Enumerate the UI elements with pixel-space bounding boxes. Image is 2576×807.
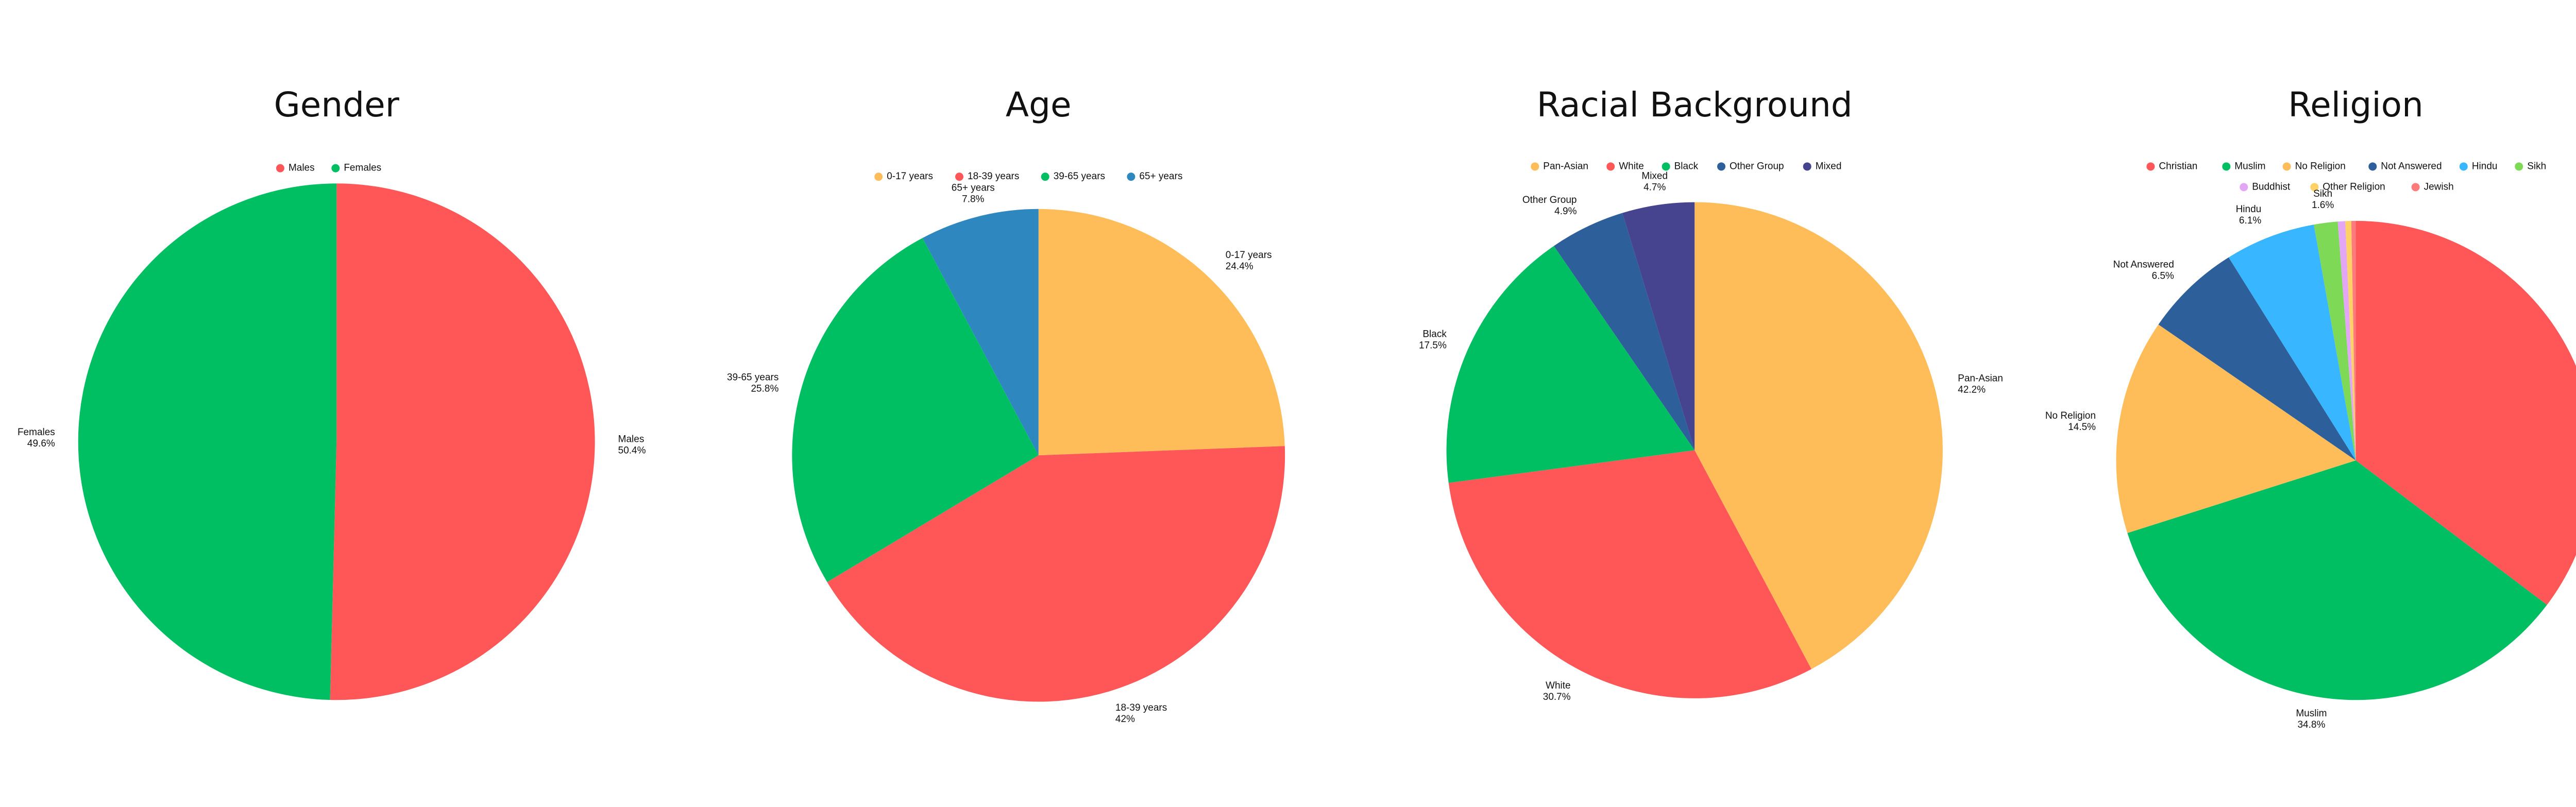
legend-label: Other Group — [1730, 161, 1784, 171]
pie-slice — [330, 183, 595, 700]
slice-value-label: 50.4% — [618, 445, 646, 456]
slice-value-label: 30.7% — [1543, 692, 1571, 702]
slice-label: 18-39 years — [1115, 702, 1167, 713]
legend-label: 65+ years — [1139, 171, 1182, 182]
legend-swatch — [2515, 162, 2523, 171]
slice-label: 0-17 years — [1226, 250, 1272, 261]
legend-label: Males — [289, 163, 315, 174]
slice-value-label: 42% — [1115, 714, 1135, 725]
pie-slice — [2314, 221, 2356, 461]
legend-label: Jewish — [2424, 181, 2454, 192]
slice-label: White — [1546, 680, 1571, 691]
pie-slice — [78, 183, 337, 700]
slice-label: Females — [18, 427, 55, 438]
legend-swatch — [331, 164, 340, 173]
slice-label: Sikh — [2313, 188, 2332, 199]
pie-slice — [2127, 460, 2547, 700]
slice-value-label: 42.2% — [1958, 385, 1986, 396]
legend-swatch — [2459, 162, 2468, 171]
legend-label: White — [1619, 161, 1644, 171]
legend-swatch — [1606, 162, 1615, 171]
legend-label: Buddhist — [2252, 181, 2291, 192]
slice-value-label: 25.8% — [751, 383, 778, 394]
legend-label: No Religion — [2295, 161, 2346, 171]
legend-swatch — [2310, 183, 2319, 192]
slice-label: Not Answered — [2113, 259, 2174, 270]
legend-label: Females — [344, 163, 381, 174]
legend-label: 39-65 years — [1054, 171, 1105, 182]
pie-slice — [922, 209, 1039, 456]
legend-swatch — [2368, 162, 2377, 171]
slice-label: Males — [618, 434, 645, 445]
slice-value-label: 34.8% — [2297, 719, 2325, 730]
chart-title: Racial Background — [1537, 85, 1853, 125]
legend-swatch — [1717, 162, 1726, 171]
slice-value-label: 6.5% — [2152, 270, 2174, 281]
legend-swatch — [2222, 162, 2231, 171]
legend-label: 0-17 years — [887, 171, 933, 182]
legend-swatch — [1041, 173, 1049, 181]
slice-label: Muslim — [2296, 708, 2327, 719]
slice-value-label: 24.4% — [1226, 261, 1253, 272]
legend-swatch — [874, 173, 883, 181]
legend-swatch — [2240, 183, 2248, 192]
slice-label: Black — [1422, 329, 1447, 340]
legend-label: Black — [1674, 161, 1699, 171]
legend-label: Mixed — [1816, 161, 1842, 171]
pie-slice — [1622, 202, 1695, 451]
legend-swatch — [1531, 162, 1539, 171]
legend-swatch — [1662, 162, 1670, 171]
slice-value-label: 17.5% — [1419, 340, 1447, 351]
slice-value-label: 1.6% — [2312, 200, 2334, 211]
pie-slice — [1038, 209, 1285, 456]
chart-title: Age — [1006, 85, 1072, 125]
pie-slice — [2116, 324, 2356, 534]
legend-swatch — [2411, 183, 2420, 192]
legend-label: Sikh — [2527, 161, 2546, 171]
pie-slice — [2228, 225, 2356, 461]
pie-slice — [1448, 450, 1811, 698]
pie-slice — [2158, 257, 2356, 461]
pie-slice — [827, 446, 1285, 702]
legend-swatch — [2146, 162, 2155, 171]
pie-slice — [2345, 220, 2356, 461]
legend-label: Muslim — [2234, 161, 2265, 171]
pie-slice — [1694, 202, 1943, 669]
legend-label: 18-39 years — [968, 171, 1019, 182]
slice-label: 39-65 years — [727, 372, 778, 383]
slice-label: No Religion — [2045, 410, 2096, 421]
legend-label: Other Religion — [2323, 181, 2385, 192]
chart-title: Religion — [2288, 85, 2424, 125]
pie-slice — [1446, 246, 1695, 483]
legend-label: Not Answered — [2381, 161, 2442, 171]
slice-value-label: 49.6% — [27, 438, 55, 449]
legend-swatch — [1803, 162, 1811, 171]
pie-slice — [1553, 213, 1695, 451]
slice-label: 65+ years — [952, 182, 995, 193]
legend-label: Christian — [2159, 161, 2197, 171]
slice-label: Mixed — [1641, 170, 1668, 181]
legend-label: Pan-Asian — [1543, 161, 1588, 171]
legend-swatch — [1127, 173, 1136, 181]
chart-title: Gender — [274, 85, 400, 125]
pie-slice — [792, 238, 1039, 582]
legend-swatch — [2282, 162, 2291, 171]
slice-label: Hindu — [2236, 204, 2262, 215]
slice-label: Other Group — [1522, 195, 1577, 205]
slice-label: Pan-Asian — [1958, 373, 2003, 384]
legend-swatch — [955, 173, 964, 181]
slice-value-label: 6.1% — [2239, 215, 2261, 226]
slice-value-label: 4.9% — [1554, 206, 1577, 217]
legend-swatch — [276, 164, 284, 173]
legend-label: Hindu — [2472, 161, 2498, 171]
slice-value-label: 14.5% — [2068, 422, 2096, 433]
slice-value-label: 7.8% — [962, 194, 984, 204]
pie-slice — [2355, 220, 2576, 605]
pie-slice — [2337, 221, 2356, 461]
slice-value-label: 4.7% — [1643, 182, 1666, 193]
pie-slice — [2351, 220, 2356, 461]
